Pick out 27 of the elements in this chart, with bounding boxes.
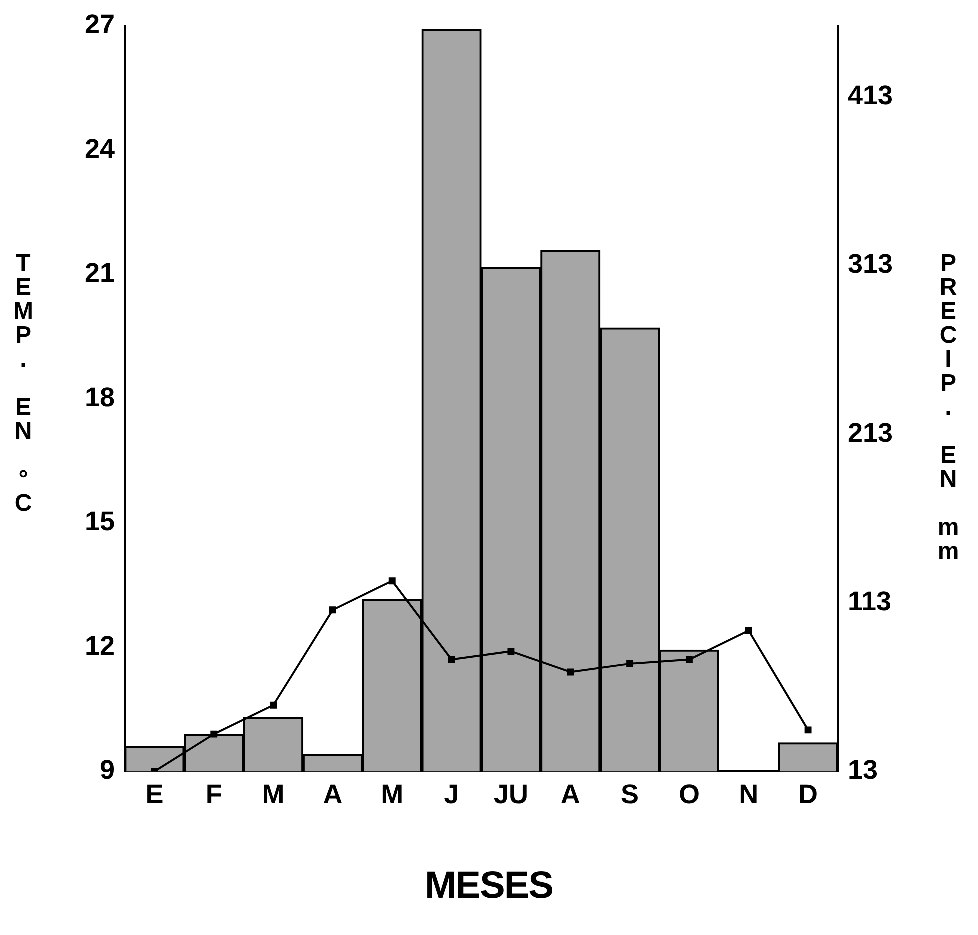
y-tick-label: 15	[84, 506, 115, 537]
x-tick-label: JU	[494, 779, 528, 810]
x-tick-label: F	[206, 779, 222, 810]
x-tick-label: E	[146, 779, 164, 810]
y2-tick-label: 113	[848, 586, 892, 616]
x-axis-title: MESES	[424, 865, 554, 908]
y2-tick-label: 313	[848, 249, 894, 280]
y2-axis-title: PRECIP. EN mm	[935, 250, 962, 562]
x-tick-label: M	[381, 779, 404, 810]
x-tick-label: S	[621, 779, 640, 810]
y-axis-title: TEMP. EN °C	[10, 250, 37, 514]
y-tick-label: 24	[84, 134, 115, 164]
x-tick-label: N	[739, 779, 759, 810]
y-tick-label: 27	[84, 10, 115, 40]
y-tick-label: 18	[84, 382, 115, 412]
x-tick-label: O	[678, 779, 700, 810]
x-tick-label: A	[560, 779, 580, 810]
y-tick-label: 21	[84, 258, 115, 288]
y-tick-label: 12	[84, 630, 115, 661]
y-tick-label: 9	[100, 755, 115, 786]
x-tick-label: A	[323, 779, 343, 810]
x-tick-label: D	[798, 779, 818, 810]
x-tick-label: M	[262, 779, 285, 810]
x-tick-label: J	[444, 779, 460, 810]
y2-tick-label: 213	[848, 418, 894, 448]
y2-tick-label: 13	[848, 755, 878, 786]
y2-tick-label: 413	[848, 80, 894, 110]
